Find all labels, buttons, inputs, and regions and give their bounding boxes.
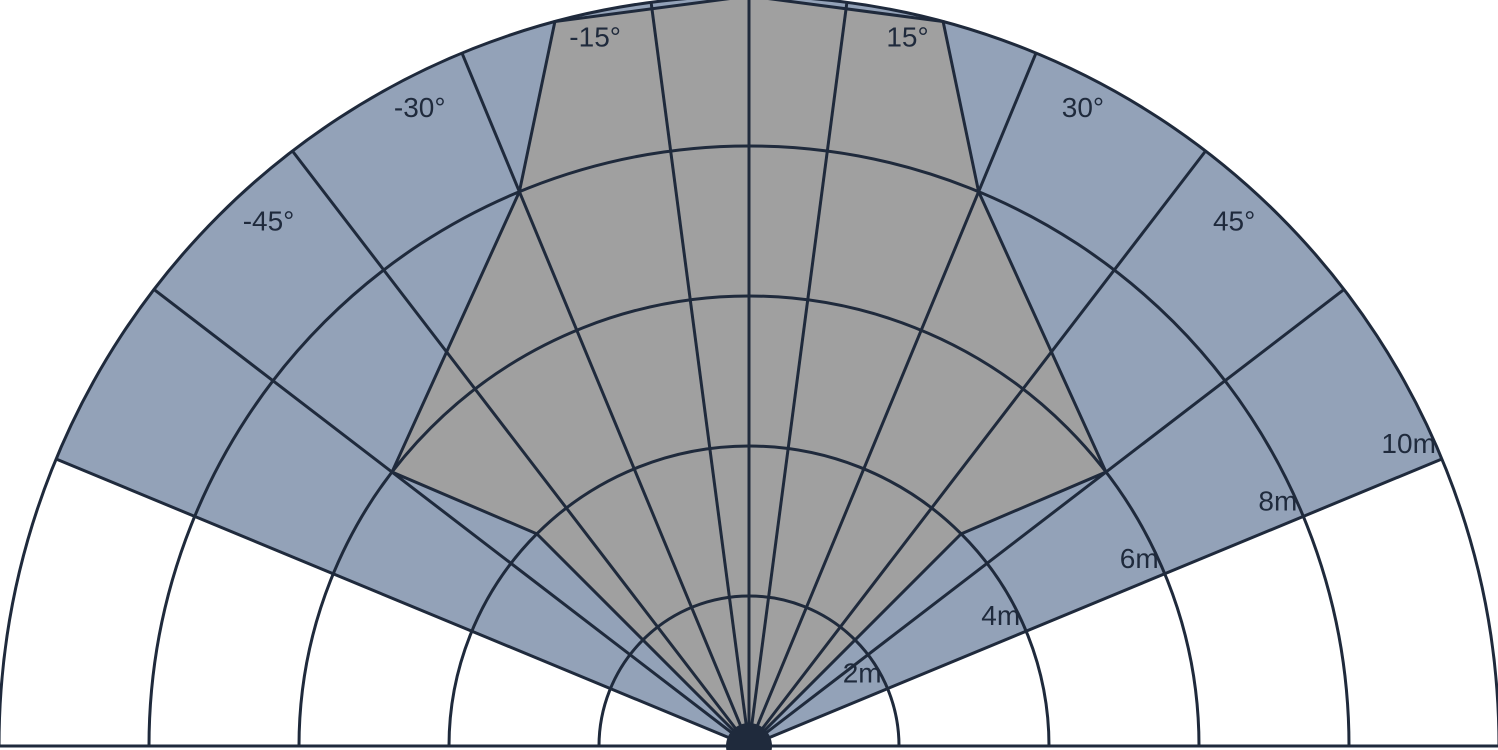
- spoke-52.5deg: [748, 288, 1345, 748]
- spoke-minus-52.5deg: [153, 288, 750, 748]
- origin-layer: [726, 723, 772, 750]
- angle-label-minus-30: -30°: [394, 92, 446, 123]
- angle-label-45: 45°: [1213, 205, 1255, 236]
- angle-label-15: 15°: [886, 22, 928, 53]
- spoke-minus-67.5deg: [55, 457, 750, 748]
- spoke-7.5deg: [747, 2, 849, 747]
- spoke-minus-7.5deg: [649, 2, 751, 747]
- angle-label-minus-15: -15°: [569, 22, 621, 53]
- angle-label-minus-45: -45°: [243, 205, 295, 236]
- spoke-67.5deg: [748, 457, 1443, 748]
- origin-hub: [726, 723, 772, 750]
- spoke-minus-37.5deg: [291, 150, 751, 747]
- distance-label-8m: 8m: [1258, 485, 1297, 516]
- distance-labels: 2m 4m 6m 8m 10m: [843, 428, 1436, 689]
- angle-labels: -45° -30° -15° 15° 30° 45°: [243, 22, 1256, 237]
- spoke-22.5deg: [747, 52, 1038, 747]
- spokes-layer: [55, 0, 1443, 748]
- spoke-minus-22.5deg: [460, 52, 751, 747]
- distance-label-4m: 4m: [981, 600, 1020, 631]
- distance-label-6m: 6m: [1120, 543, 1159, 574]
- spoke-37.5deg: [747, 150, 1207, 747]
- angle-label-30: 30°: [1062, 92, 1104, 123]
- distance-label-10m: 10m: [1381, 428, 1435, 459]
- distance-label-2m: 2m: [843, 658, 882, 689]
